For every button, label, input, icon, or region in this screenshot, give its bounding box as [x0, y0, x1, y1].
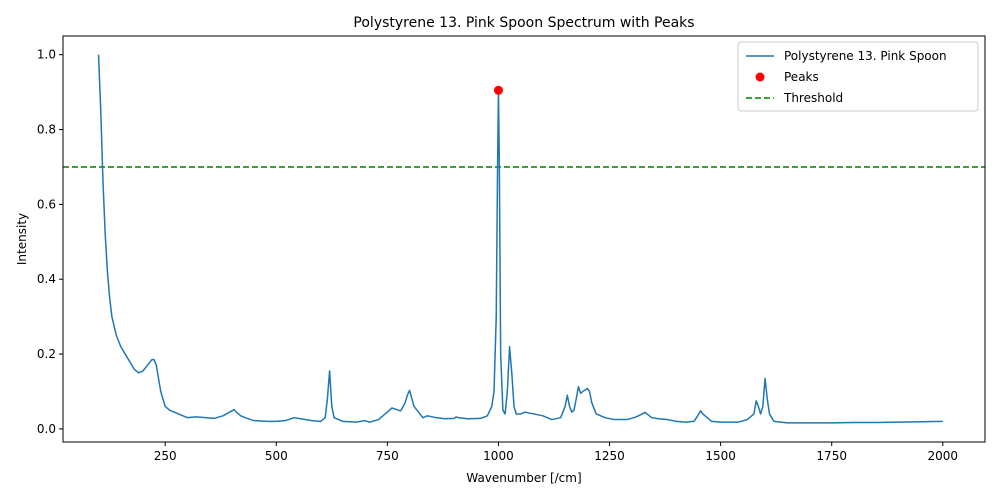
y-tick-label: 0.6 [37, 197, 56, 211]
chart-marks [63, 54, 985, 424]
peak-point [493, 85, 503, 95]
x-axis-label: Wavenumber [/cm] [466, 471, 581, 485]
x-tick-label: 750 [376, 449, 399, 463]
legend-peaks-swatch [755, 72, 765, 82]
x-tick-label: 250 [154, 449, 177, 463]
y-tick-label: 0.8 [37, 123, 56, 137]
y-tick-label: 0.4 [37, 272, 56, 286]
y-axis-label: Intensity [15, 213, 29, 265]
x-tick-label: 1500 [705, 449, 736, 463]
y-axis: 0.0 0.2 0.4 0.6 0.8 1.0 [37, 48, 63, 436]
legend-entry-spectrum: Polystyrene 13. Pink Spoon [784, 49, 947, 63]
legend-entry-peaks: Peaks [784, 70, 819, 84]
legend-entry-threshold: Threshold [783, 91, 843, 105]
y-tick-label: 1.0 [37, 48, 56, 62]
plot-frame [62, 35, 986, 443]
legend-box [737, 41, 979, 112]
x-tick-label: 500 [265, 449, 288, 463]
x-tick-label: 2000 [928, 449, 959, 463]
x-tick-label: 1000 [483, 449, 514, 463]
legend: Polystyrene 13. Pink Spoon Peaks Thresho… [737, 41, 979, 112]
y-tick-label: 0.0 [37, 422, 56, 436]
x-tick-label: 1750 [816, 449, 847, 463]
x-axis: 250 500 750 1000 1250 1500 1750 2000 [154, 442, 958, 463]
spectrum-line [97, 54, 943, 424]
chart-title: Polystyrene 13. Pink Spoon Spectrum with… [353, 15, 694, 31]
y-tick-label: 0.2 [37, 347, 56, 361]
x-tick-label: 1250 [594, 449, 625, 463]
